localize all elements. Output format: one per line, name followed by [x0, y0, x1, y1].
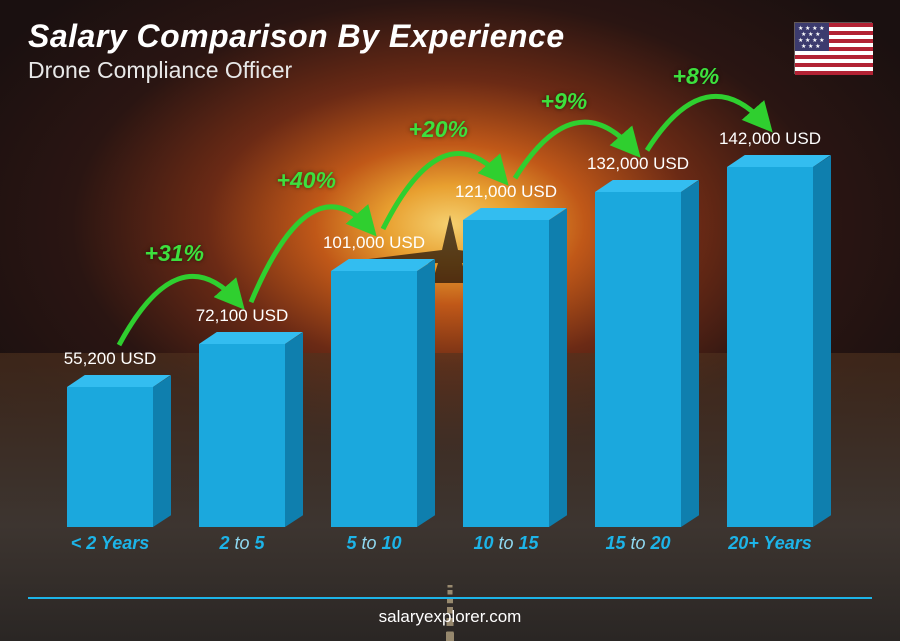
- chart-plot-area: 55,200 USD< 2 Years72,100 USD2 to 5101,0…: [40, 95, 840, 561]
- svg-text:★ ★ ★: ★ ★ ★: [801, 43, 820, 50]
- svg-text:★ ★ ★ ★: ★ ★ ★ ★: [798, 37, 825, 44]
- increase-label: +8%: [673, 63, 720, 90]
- chart-subtitle: Drone Compliance Officer: [28, 57, 565, 84]
- footer-credit: salaryexplorer.com: [0, 607, 900, 627]
- title-block: Salary Comparison By Experience Drone Co…: [28, 18, 565, 84]
- increase-arc: [40, 95, 840, 561]
- svg-text:★ ★ ★ ★: ★ ★ ★ ★: [798, 25, 825, 32]
- chart-title: Salary Comparison By Experience: [28, 18, 565, 55]
- infographic-canvas: Salary Comparison By Experience Drone Co…: [0, 0, 900, 641]
- svg-text:★ ★ ★: ★ ★ ★: [801, 31, 820, 38]
- footer-divider: [28, 597, 872, 599]
- us-flag-icon: ★ ★ ★ ★★ ★ ★★ ★ ★ ★★ ★ ★: [794, 22, 872, 74]
